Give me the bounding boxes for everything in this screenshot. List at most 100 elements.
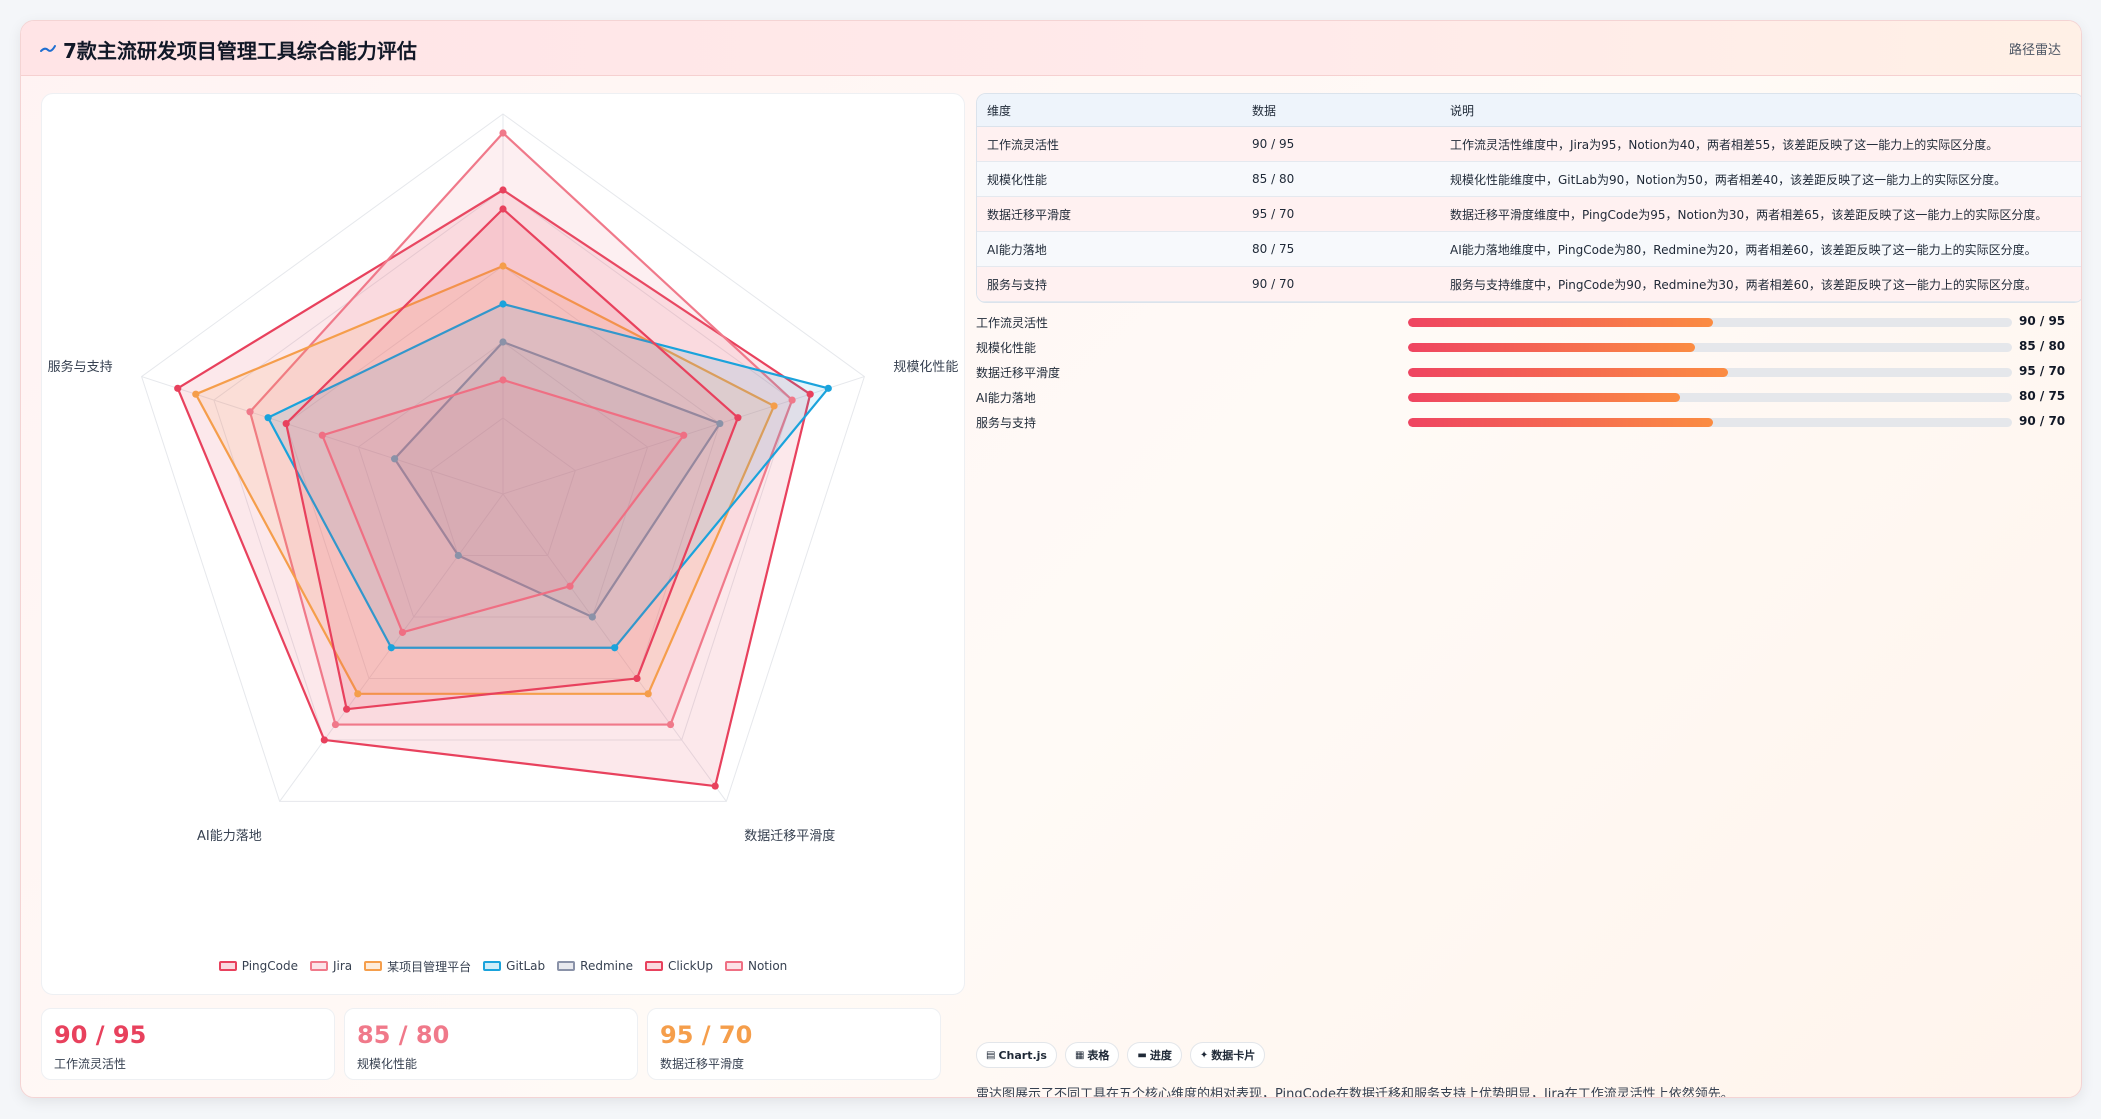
progress-track bbox=[1408, 343, 2012, 352]
view-chips: ▤ Chart.js ▦ 表格 ▬ 进度 ✦ 数据卡片 bbox=[976, 1042, 1266, 1068]
progress-label: 数据迁移平滑度 bbox=[976, 366, 1061, 380]
cell-data: 90 / 70 bbox=[1242, 266, 1440, 302]
cell-data: 95 / 70 bbox=[1242, 196, 1440, 232]
data-point bbox=[354, 690, 362, 698]
data-point bbox=[588, 613, 596, 621]
progress-row: 工作流灵活性 90 / 95 bbox=[976, 313, 2076, 331]
kpi-card: 85 / 80 规模化性能 bbox=[344, 1008, 638, 1080]
table-row: 数据迁移平滑度 95 / 70 数据迁移平滑度维度中，PingCode为95，N… bbox=[977, 196, 2081, 232]
progress-track bbox=[1408, 393, 2012, 402]
chip-label: 表格 bbox=[1087, 1049, 1110, 1062]
summary-text: 雷达图展示了不同工具在五个核心维度的相对表现，PingCode在数据迁移和服务支… bbox=[976, 1087, 1734, 1098]
chart-legend: PingCode Jira 某项目管理平台 GitLab Redmine ClickUp N… bbox=[42, 956, 964, 976]
chip-progress[interactable]: ▬ 进度 bbox=[1127, 1042, 1182, 1068]
series-area bbox=[285, 207, 740, 711]
data-point bbox=[499, 262, 507, 270]
data-point bbox=[499, 376, 507, 384]
kpi-row: 90 / 95 工作流灵活性 85 / 80 规模化性能 95 / 70 数据迁… bbox=[41, 1008, 963, 1080]
legend-item[interactable]: 某项目管理平台 bbox=[364, 956, 471, 976]
grid-ring bbox=[357, 341, 649, 618]
progress-fill bbox=[1408, 418, 1714, 427]
chip-data-card[interactable]: ✦ 数据卡片 bbox=[1189, 1042, 1266, 1068]
cell-description: 数据迁移平滑度维度中，PingCode为95，Notion为30，两者相差65，… bbox=[1440, 196, 2081, 232]
legend-item[interactable]: Notion bbox=[724, 956, 788, 976]
series-area bbox=[393, 340, 721, 619]
table-row: 服务与支持 90 / 70 服务与支持维度中，PingCode为90，Redmi… bbox=[977, 266, 2081, 302]
progress-value: 80 / 75 bbox=[2019, 389, 2066, 403]
legend-label: GitLab bbox=[506, 959, 546, 973]
legend-item[interactable]: GitLab bbox=[483, 956, 545, 976]
legend-label: Redmine bbox=[580, 959, 633, 973]
chip-label: 进度 bbox=[1149, 1049, 1172, 1062]
progress-track bbox=[1408, 418, 2012, 427]
legend-swatch bbox=[218, 961, 237, 971]
kpi-value: 90 / 95 bbox=[54, 1021, 147, 1049]
progress-label: AI能力落地 bbox=[976, 391, 1036, 405]
cell-description: 工作流灵活性维度中，Jira为95，Notion为40，两者相差55，该差距反映… bbox=[1440, 126, 2081, 162]
cell-dimension: AI能力落地 bbox=[977, 231, 1242, 267]
data-point bbox=[499, 338, 507, 346]
legend-label: PingCode bbox=[241, 959, 298, 973]
axis-label: 服务与支持 bbox=[48, 359, 113, 375]
column-header-description: 说明 bbox=[1440, 94, 2081, 127]
cell-dimension: 工作流灵活性 bbox=[977, 126, 1242, 162]
chip-label: Chart.js bbox=[998, 1048, 1047, 1062]
progress-row: 数据迁移平滑度 95 / 70 bbox=[976, 363, 2076, 381]
cell-dimension: 数据迁移平滑度 bbox=[977, 196, 1242, 232]
data-point bbox=[264, 414, 272, 422]
cell-dimension: 规模化性能 bbox=[977, 161, 1242, 197]
cell-description: AI能力落地维度中，PingCode为80，Redmine为20，两者相差60，… bbox=[1440, 231, 2081, 267]
progress-value: 90 / 70 bbox=[2019, 414, 2066, 428]
chart-icon: ▤ bbox=[986, 1049, 996, 1061]
progress-icon: ▬ bbox=[1137, 1049, 1147, 1061]
data-point bbox=[711, 782, 719, 790]
progress-label: 规模化性能 bbox=[976, 341, 1037, 355]
legend-item[interactable]: PingCode bbox=[218, 956, 298, 976]
legend-swatch bbox=[557, 961, 576, 971]
column-header-data: 数据 bbox=[1242, 94, 1440, 127]
data-point bbox=[716, 419, 724, 428]
cell-dimension: 服务与支持 bbox=[977, 266, 1242, 302]
data-point bbox=[666, 720, 675, 729]
legend-item[interactable]: ClickUp bbox=[644, 956, 713, 976]
kpi-label: 规模化性能 bbox=[357, 1057, 418, 1071]
progress-value: 85 / 80 bbox=[2019, 339, 2066, 353]
data-point bbox=[734, 414, 742, 422]
axis-label: AI能力落地 bbox=[197, 829, 262, 844]
legend-item[interactable]: Jira bbox=[309, 956, 353, 976]
chip-chartjs[interactable]: ▤ Chart.js bbox=[976, 1042, 1057, 1068]
data-point bbox=[633, 674, 641, 683]
data-point bbox=[680, 431, 688, 439]
progress-track bbox=[1408, 368, 2012, 377]
grid-ring bbox=[141, 113, 865, 802]
data-point bbox=[398, 628, 407, 636]
radar-chart: 工作流灵活性规模化性能数据迁移平滑度AI能力落地服务与支持 bbox=[48, 113, 958, 844]
series-area bbox=[266, 302, 830, 649]
legend-label: 某项目管理平台 bbox=[387, 959, 472, 974]
data-point bbox=[499, 129, 507, 137]
table-row: AI能力落地 80 / 75 AI能力落地维度中，PingCode为80，Red… bbox=[977, 231, 2081, 267]
progress-fill bbox=[1408, 393, 1680, 402]
progress-row: 服务与支持 90 / 70 bbox=[976, 413, 2076, 431]
kpi-card: 95 / 70 数据迁移平滑度 bbox=[647, 1008, 941, 1080]
table-header-row: 维度 数据 说明 bbox=[977, 94, 2081, 127]
legend-label: Jira bbox=[332, 959, 353, 973]
path-radar-link[interactable]: 路径雷达 bbox=[2008, 43, 2061, 58]
kpi-value: 95 / 70 bbox=[660, 1021, 753, 1049]
axis-label: 数据迁移平滑度 bbox=[744, 828, 835, 844]
legend-label: Notion bbox=[747, 959, 788, 973]
series-area bbox=[248, 131, 794, 726]
legend-swatch bbox=[644, 961, 663, 971]
dashboard-card: 7款主流研发项目管理工具综合能力评估 路径雷达 工作流灵活性规模化性能数据迁移平… bbox=[20, 20, 2082, 1098]
data-point bbox=[390, 455, 399, 463]
legend-label: ClickUp bbox=[667, 959, 713, 973]
kpi-card: 90 / 95 工作流灵活性 bbox=[41, 1008, 335, 1080]
data-point bbox=[320, 736, 328, 744]
chip-table[interactable]: ▦ 表格 bbox=[1064, 1042, 1120, 1068]
data-point bbox=[644, 690, 652, 698]
data-point bbox=[387, 644, 395, 652]
cell-data: 90 / 95 bbox=[1242, 126, 1440, 162]
legend-item[interactable]: Redmine bbox=[557, 956, 633, 976]
grid-ring bbox=[285, 265, 721, 679]
table-icon: ▦ bbox=[1074, 1049, 1085, 1061]
